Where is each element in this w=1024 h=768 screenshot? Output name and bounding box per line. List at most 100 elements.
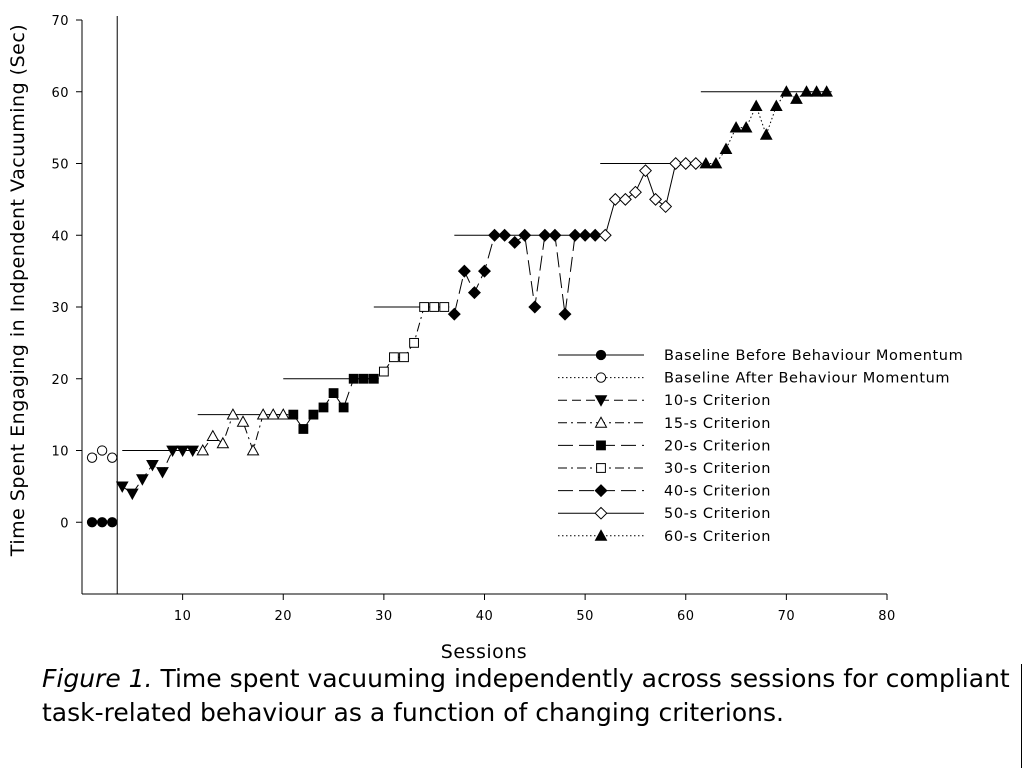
data-point [348,373,359,384]
data-point [125,488,139,501]
legend: Baseline Before Behaviour Momentum Baseli… [558,348,963,545]
legend-item: Baseline After Behaviour Momentum [558,371,950,387]
series-7 [447,228,602,321]
data-point [107,517,118,528]
series-6 [378,302,450,377]
data-point [338,402,349,413]
legend-item: Baseline Before Behaviour Momentum [558,348,963,364]
data-point [810,85,823,97]
x-tick-label: 70 [778,609,796,624]
legend-label: 30-s Criterion [664,461,771,477]
data-point [595,349,607,361]
legend-label: 60-s Criterion [664,529,771,545]
data-point [107,452,118,463]
data-point [488,228,502,242]
chart-svg: 0 10 20 30 40 50 60 70 10 20 30 40 50 60 70 80 Baseline… [7,14,963,660]
series-line [453,234,596,315]
y-tick-label: 70 [51,14,69,29]
data-point [518,228,532,242]
data-point [429,302,440,312]
caption-label: Figure 1. [42,664,153,693]
data-point [790,92,803,104]
data-point [594,484,608,498]
legend-label: 40-s Criterion [664,484,771,500]
series-4 [196,408,290,456]
x-tick-label: 20 [274,609,292,624]
series-1 [86,517,118,528]
data-point [669,157,683,170]
legend-label: Baseline After Behaviour Momentum [664,371,950,387]
data-point [594,506,608,520]
data-point [548,228,562,242]
legend-item: 10-s Criterion [558,393,771,409]
data-point [709,156,723,169]
x-tick-label: 30 [375,609,393,624]
legend-item: 40-s Criterion [558,484,771,500]
data-point [146,459,159,472]
y-tick-label: 30 [51,301,69,316]
legend-label: 20-s Criterion [664,438,771,454]
data-point [308,409,319,420]
series-line [292,378,374,430]
data-point [528,300,542,314]
series-9 [699,85,833,169]
data-point [618,192,632,206]
data-point [628,185,642,199]
data-point [409,337,419,348]
data-point [699,156,713,169]
data-point [639,164,652,178]
x-tick-label: 60 [677,609,695,624]
y-tick-label: 40 [51,229,69,244]
data-point [820,85,833,97]
legend-item: 60-s Criterion [558,529,771,545]
data-point [86,517,98,528]
data-point [439,302,450,312]
y-axis-title: Time Spent Engaging in Indpendent Vacuum… [7,24,29,557]
legend-label: 50-s Criterion [664,506,771,522]
series-line [121,450,193,495]
series-3 [115,445,200,501]
x-axis-title: Sessions [441,641,527,660]
data-point [588,228,602,242]
data-point [246,443,260,456]
data-point [558,307,572,321]
x-tick-label: 50 [576,609,594,624]
data-point [594,395,608,407]
data-point [467,286,481,300]
data-point [719,142,733,155]
data-point [196,443,210,456]
series-8 [598,157,703,242]
caption-frame [1021,664,1022,768]
axes: 0 10 20 30 40 50 60 70 10 20 30 40 50 60 70 80 [51,14,895,624]
legend-item: 20-s Criterion [558,438,771,454]
y-tick-label: 60 [51,86,69,101]
data-point [236,415,250,427]
data-point [298,424,309,434]
caption-text: Time spent vacuuming independently acros… [42,664,1010,727]
data-point [689,157,703,170]
data-point [749,99,763,111]
data-point [288,409,299,420]
figure-caption: Figure 1. Time spent vacuuming independe… [42,662,1017,730]
legend-item: 15-s Criterion [558,416,770,432]
y-tick-label: 20 [51,373,69,388]
data-point [328,388,339,399]
legend-label: Baseline Before Behaviour Momentum [664,348,963,364]
data-point [594,529,608,541]
data-point [594,416,608,428]
data-point [679,157,693,170]
data-point [206,429,220,442]
x-tick-label: 40 [476,609,494,624]
data-point [166,445,179,458]
series-5 [288,373,379,434]
data-point [759,128,773,140]
data-point [368,373,379,384]
data-point [447,307,461,321]
data-point [96,445,108,456]
data-point [399,352,409,363]
legend-label: 10-s Criterion [664,393,771,409]
data-point [176,445,189,458]
data-point [598,228,612,242]
data-point [115,481,129,493]
series-layer [86,85,833,528]
